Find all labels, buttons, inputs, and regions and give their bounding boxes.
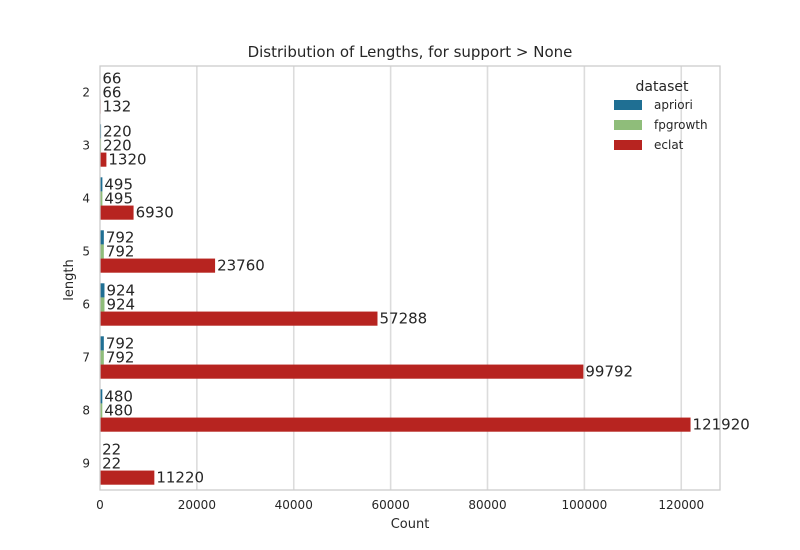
legend-title: dataset: [636, 79, 689, 95]
bar-apriori: [100, 336, 104, 351]
bars: [100, 71, 691, 485]
bar-apriori: [100, 230, 104, 245]
x-tick-label: 0: [96, 498, 104, 512]
y-tick-label: 3: [82, 139, 90, 153]
x-ticks: 0 20000 40000 60000 80000 100000 120000: [96, 498, 704, 512]
legend: dataset apriori fpgrowth eclat: [614, 79, 708, 152]
bar-apriori: [100, 389, 103, 404]
data-label-fpgrowth: 495: [104, 190, 133, 208]
bar-eclat: [100, 311, 378, 326]
legend-label-eclat: eclat: [654, 138, 684, 152]
bar-fpgrowth: [100, 403, 103, 418]
y-tick-label: 5: [82, 245, 90, 259]
y-tick-label: 4: [82, 192, 90, 206]
x-axis-label: Count: [391, 517, 430, 532]
bar-eclat: [100, 258, 216, 273]
bar-eclat: [100, 470, 155, 485]
data-label-eclat: 6930: [136, 204, 174, 222]
bar-eclat: [100, 205, 134, 220]
legend-label-apriori: apriori: [654, 98, 693, 112]
data-label-fpgrowth: 480: [104, 402, 133, 420]
data-labels: 66 220 495 792 924 792 480 22 66 220 495 792 924 792 4…: [102, 69, 750, 486]
data-label-fpgrowth: 924: [106, 296, 135, 314]
y-tick-label: 9: [82, 457, 90, 471]
data-label-eclat: 57288: [379, 310, 427, 328]
bar-fpgrowth: [100, 244, 104, 259]
x-tick-label: 100000: [561, 498, 607, 512]
y-tick-label: 6: [82, 298, 90, 312]
data-label-apriori: 66: [102, 69, 121, 87]
x-tick-label: 80000: [468, 498, 506, 512]
data-label-apriori: 792: [106, 334, 135, 352]
bar-fpgrowth: [100, 297, 105, 312]
bar-eclat: [100, 417, 691, 432]
data-label-apriori: 220: [103, 122, 132, 140]
data-label-apriori: 22: [102, 440, 121, 458]
x-tick-label: 40000: [275, 498, 313, 512]
data-label-apriori: 792: [106, 228, 135, 246]
data-label-eclat: 1320: [108, 151, 146, 169]
data-label-apriori: 480: [104, 387, 133, 405]
data-label-fpgrowth: 220: [103, 137, 132, 155]
data-label-fpgrowth: 66: [102, 84, 121, 102]
data-label-apriori: 924: [106, 281, 135, 299]
data-label-eclat: 121920: [693, 416, 750, 434]
legend-label-fpgrowth: fpgrowth: [654, 118, 708, 132]
legend-swatch-apriori: [614, 100, 642, 110]
x-tick-label: 60000: [372, 498, 410, 512]
x-tick-label: 120000: [658, 498, 704, 512]
data-label-eclat: 11220: [156, 469, 204, 487]
bar-eclat: [100, 152, 107, 167]
data-label-eclat: 132: [103, 98, 132, 116]
data-label-eclat: 99792: [585, 363, 633, 381]
legend-swatch-fpgrowth: [614, 120, 642, 130]
data-label-eclat: 23760: [217, 257, 265, 275]
bar-apriori: [100, 177, 103, 192]
y-tick-label: 8: [82, 404, 90, 418]
x-tick-label: 20000: [178, 498, 216, 512]
y-tick-label: 7: [82, 351, 90, 365]
data-label-fpgrowth: 792: [106, 243, 135, 261]
data-label-fpgrowth: 22: [102, 455, 121, 473]
bar-fpgrowth: [100, 350, 104, 365]
y-axis-label: length: [62, 259, 77, 300]
data-label-apriori: 495: [104, 175, 133, 193]
plot-frame: [99, 65, 721, 491]
y-ticks: 2 3 4 5 6 7 8 9: [82, 86, 90, 471]
bar-fpgrowth: [100, 191, 103, 206]
data-label-fpgrowth: 792: [106, 349, 135, 367]
legend-swatch-eclat: [614, 140, 642, 150]
bar-eclat: [100, 364, 584, 379]
chart-title: Distribution of Lengths, for support > N…: [248, 43, 573, 61]
y-tick-label: 2: [82, 86, 90, 100]
bar-apriori: [100, 283, 105, 298]
